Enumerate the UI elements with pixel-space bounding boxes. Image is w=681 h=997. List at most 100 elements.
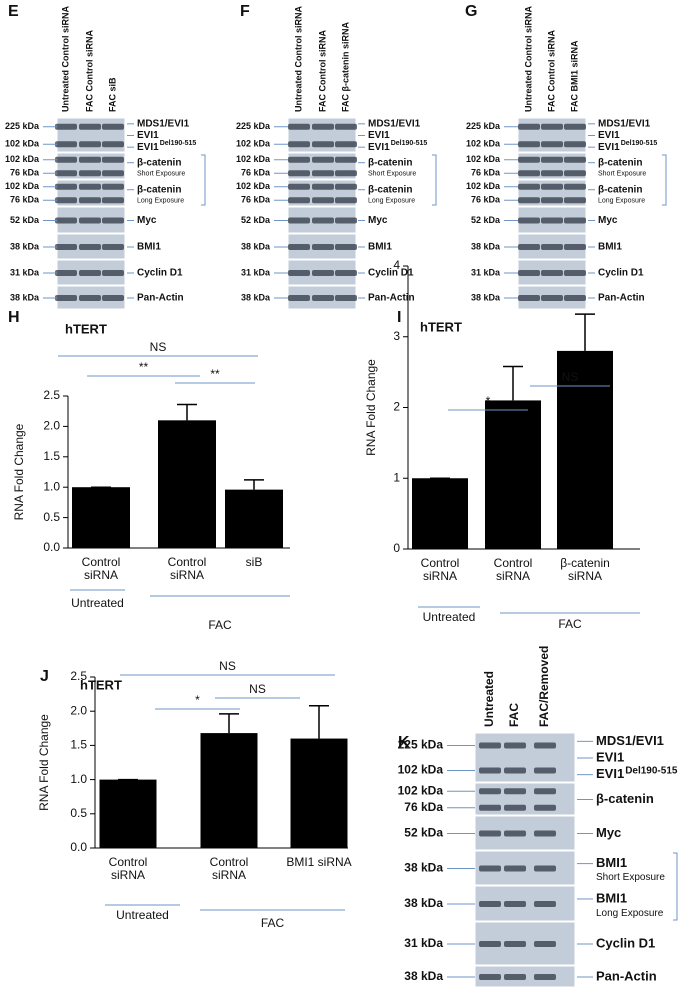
group-label: FAC (558, 617, 582, 631)
protein-label: Myc (137, 215, 157, 226)
lane-label: FAC Control siRNA (84, 30, 94, 112)
kda-label: 76 kDa (241, 168, 271, 178)
exposure-note: Short Exposure (368, 170, 416, 177)
band (102, 156, 124, 163)
panel-letter: G (465, 3, 477, 20)
band (518, 123, 540, 130)
kda-label: 38 kDa (241, 241, 271, 251)
band (312, 141, 334, 148)
x-tick-label: Control siRNA (493, 556, 533, 583)
kda-label: 102 kDa (5, 139, 40, 149)
panel-letter: E (8, 3, 19, 20)
protein-label: BMI1 (368, 242, 392, 253)
chart-title: hTERT (65, 321, 107, 336)
band (564, 141, 586, 148)
band (288, 170, 310, 177)
exposure-bracket (662, 154, 667, 206)
band (518, 244, 540, 250)
protein-label: MDS1/EVI1 (596, 733, 664, 748)
kda-label: 52 kDa (471, 215, 501, 225)
band (55, 270, 77, 276)
significance-label: ** (139, 360, 149, 374)
protein-label: Pan-Actin (137, 293, 184, 304)
band (79, 183, 101, 190)
significance-label: NS (150, 340, 167, 354)
kda-label: 38 kDa (241, 292, 271, 302)
y-tick-label: 0.5 (70, 806, 87, 820)
band (312, 170, 334, 177)
kda-label: 225 kDa (398, 738, 444, 752)
kda-label: 225 kDa (5, 121, 40, 131)
protein-label: MDS1/EVI1 (137, 118, 190, 129)
label-superscript: Del190-515 (160, 140, 197, 147)
lane-label: FAC β-catenin siRNA (340, 21, 350, 112)
protein-label: MDS1/EVI1 (368, 118, 421, 129)
group-label: Untreated (423, 610, 476, 624)
band (518, 295, 540, 301)
band (504, 901, 526, 907)
band (534, 788, 556, 795)
band (335, 270, 357, 276)
band (534, 767, 556, 774)
band (479, 830, 501, 837)
bar (158, 420, 216, 548)
protein-label: β-catenin (598, 157, 642, 168)
band (479, 788, 501, 795)
y-tick-label: 0.0 (43, 540, 60, 554)
significance-label: ** (210, 367, 220, 381)
kda-label: 31 kDa (241, 267, 271, 277)
band (288, 244, 310, 250)
protein-label: β-catenin (598, 184, 642, 195)
group-label: FAC (208, 618, 232, 632)
band (288, 123, 310, 130)
error-bar (219, 713, 239, 734)
x-tick-label: Control siRNA (420, 556, 460, 583)
band (55, 156, 77, 163)
band (335, 217, 357, 224)
error-bar (244, 479, 264, 490)
x-tick-label: Control siRNA (108, 855, 148, 882)
band (312, 123, 334, 130)
protein-label: BMI1 (598, 242, 622, 253)
band (541, 141, 563, 148)
band (479, 767, 501, 774)
exposure-bracket (432, 154, 437, 206)
chart-title: hTERT (420, 319, 462, 334)
band (479, 742, 501, 749)
band (102, 295, 124, 301)
protein-label: β-catenin (137, 157, 181, 168)
band (335, 123, 357, 130)
y-tick-label: 0 (393, 541, 400, 555)
protein-label: EVI1 (598, 130, 620, 141)
band (504, 742, 526, 749)
kda-label: 38 kDa (10, 292, 40, 302)
y-axis-label: RNA Fold Change (12, 423, 26, 520)
band (564, 244, 586, 250)
band (79, 270, 101, 276)
band (504, 830, 526, 837)
protein-label: EVI1 (137, 142, 159, 153)
lane-label: FAC Control siRNA (317, 30, 327, 112)
band (102, 141, 124, 148)
band (541, 156, 563, 163)
kda-label: 38 kDa (404, 896, 443, 910)
y-tick-label: 3 (393, 329, 400, 343)
y-axis-label: RNA Fold Change (364, 359, 378, 456)
band (102, 183, 124, 190)
kda-label: 31 kDa (471, 267, 501, 277)
kda-label: 52 kDa (241, 215, 271, 225)
protein-label: Pan-Actin (368, 293, 415, 304)
band (518, 141, 540, 148)
band (479, 974, 501, 980)
y-tick-label: 0.5 (43, 510, 60, 524)
band (312, 270, 334, 276)
protein-label: EVI1 (137, 130, 159, 141)
band (479, 901, 501, 907)
exposure-note: Short Exposure (596, 872, 665, 883)
kda-label: 76 kDa (404, 800, 443, 814)
kda-label: 225 kDa (466, 121, 501, 131)
band (541, 197, 563, 204)
band (102, 217, 124, 224)
